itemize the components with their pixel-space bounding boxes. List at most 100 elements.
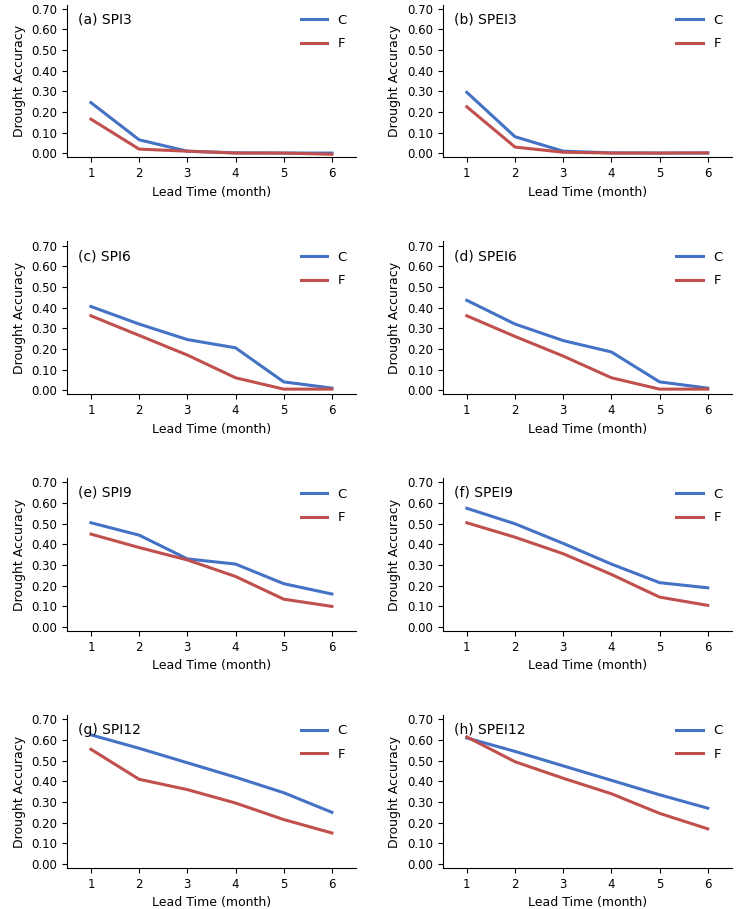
Line: F: F bbox=[467, 315, 708, 389]
F bbox=[328, 601, 337, 612]
Line: F: F bbox=[91, 749, 332, 833]
Y-axis label: Drought Accuracy: Drought Accuracy bbox=[13, 735, 25, 848]
C bbox=[328, 588, 337, 599]
C bbox=[655, 577, 664, 588]
C bbox=[462, 503, 471, 514]
Line: F: F bbox=[467, 523, 708, 605]
F bbox=[462, 310, 471, 321]
C bbox=[510, 319, 519, 330]
C bbox=[607, 559, 616, 570]
C bbox=[510, 131, 519, 142]
F bbox=[134, 774, 143, 784]
Text: (f) SPEI9: (f) SPEI9 bbox=[454, 486, 513, 500]
C bbox=[559, 538, 568, 549]
F bbox=[231, 797, 240, 808]
F bbox=[607, 569, 616, 580]
F bbox=[86, 744, 95, 754]
Text: (a) SPI3: (a) SPI3 bbox=[79, 12, 132, 26]
C bbox=[279, 787, 288, 798]
F bbox=[231, 147, 240, 158]
C bbox=[231, 559, 240, 570]
F bbox=[559, 351, 568, 362]
Text: (e) SPI9: (e) SPI9 bbox=[79, 486, 132, 500]
C bbox=[462, 87, 471, 98]
C bbox=[134, 135, 143, 145]
C bbox=[704, 583, 713, 594]
C bbox=[183, 757, 192, 768]
X-axis label: Lead Time (month): Lead Time (month) bbox=[152, 185, 271, 199]
F bbox=[655, 147, 664, 158]
F bbox=[183, 145, 192, 156]
F bbox=[86, 114, 95, 125]
Text: (b) SPEI3: (b) SPEI3 bbox=[454, 12, 517, 26]
F bbox=[704, 600, 713, 611]
C bbox=[134, 530, 143, 541]
F bbox=[328, 149, 337, 160]
Line: C: C bbox=[91, 306, 332, 388]
Legend: C, F: C, F bbox=[295, 245, 352, 293]
C bbox=[559, 761, 568, 772]
F bbox=[183, 784, 192, 795]
F bbox=[559, 773, 568, 784]
C bbox=[86, 97, 95, 108]
X-axis label: Lead Time (month): Lead Time (month) bbox=[528, 659, 647, 673]
C bbox=[510, 746, 519, 757]
X-axis label: Lead Time (month): Lead Time (month) bbox=[528, 185, 647, 199]
F bbox=[279, 594, 288, 604]
F bbox=[607, 373, 616, 384]
Line: C: C bbox=[467, 93, 708, 153]
Y-axis label: Drought Accuracy: Drought Accuracy bbox=[389, 262, 401, 374]
C bbox=[607, 774, 616, 785]
C bbox=[134, 743, 143, 754]
F bbox=[231, 571, 240, 582]
F bbox=[279, 147, 288, 158]
C bbox=[231, 772, 240, 783]
F bbox=[183, 350, 192, 361]
F bbox=[279, 814, 288, 825]
C bbox=[86, 729, 95, 740]
F bbox=[655, 384, 664, 395]
Line: C: C bbox=[467, 300, 708, 388]
C bbox=[607, 147, 616, 158]
F bbox=[86, 529, 95, 540]
C bbox=[86, 517, 95, 528]
F bbox=[607, 788, 616, 799]
C bbox=[231, 147, 240, 158]
Line: C: C bbox=[91, 523, 332, 594]
Legend: C, F: C, F bbox=[671, 719, 728, 766]
X-axis label: Lead Time (month): Lead Time (month) bbox=[152, 896, 271, 909]
X-axis label: Lead Time (month): Lead Time (month) bbox=[528, 896, 647, 909]
F bbox=[462, 732, 471, 743]
C bbox=[462, 295, 471, 305]
C bbox=[559, 335, 568, 346]
C bbox=[328, 383, 337, 394]
F bbox=[510, 331, 519, 342]
F bbox=[559, 146, 568, 157]
Y-axis label: Drought Accuracy: Drought Accuracy bbox=[13, 499, 25, 611]
C bbox=[462, 733, 471, 744]
C bbox=[279, 147, 288, 158]
F bbox=[510, 756, 519, 767]
F bbox=[328, 384, 337, 395]
Y-axis label: Drought Accuracy: Drought Accuracy bbox=[389, 25, 401, 137]
F bbox=[328, 827, 337, 838]
Y-axis label: Drought Accuracy: Drought Accuracy bbox=[389, 499, 401, 611]
C bbox=[231, 343, 240, 354]
Y-axis label: Drought Accuracy: Drought Accuracy bbox=[13, 25, 25, 137]
Line: F: F bbox=[467, 737, 708, 829]
F bbox=[183, 554, 192, 565]
Legend: C, F: C, F bbox=[295, 483, 352, 529]
C bbox=[655, 147, 664, 158]
F bbox=[231, 373, 240, 384]
F bbox=[704, 384, 713, 395]
Legend: C, F: C, F bbox=[671, 245, 728, 293]
C bbox=[607, 346, 616, 357]
C bbox=[328, 807, 337, 818]
C bbox=[510, 518, 519, 529]
F bbox=[704, 824, 713, 834]
C bbox=[134, 319, 143, 330]
F bbox=[134, 542, 143, 553]
C bbox=[279, 376, 288, 387]
Text: (d) SPEI6: (d) SPEI6 bbox=[454, 249, 517, 263]
F bbox=[655, 592, 664, 603]
